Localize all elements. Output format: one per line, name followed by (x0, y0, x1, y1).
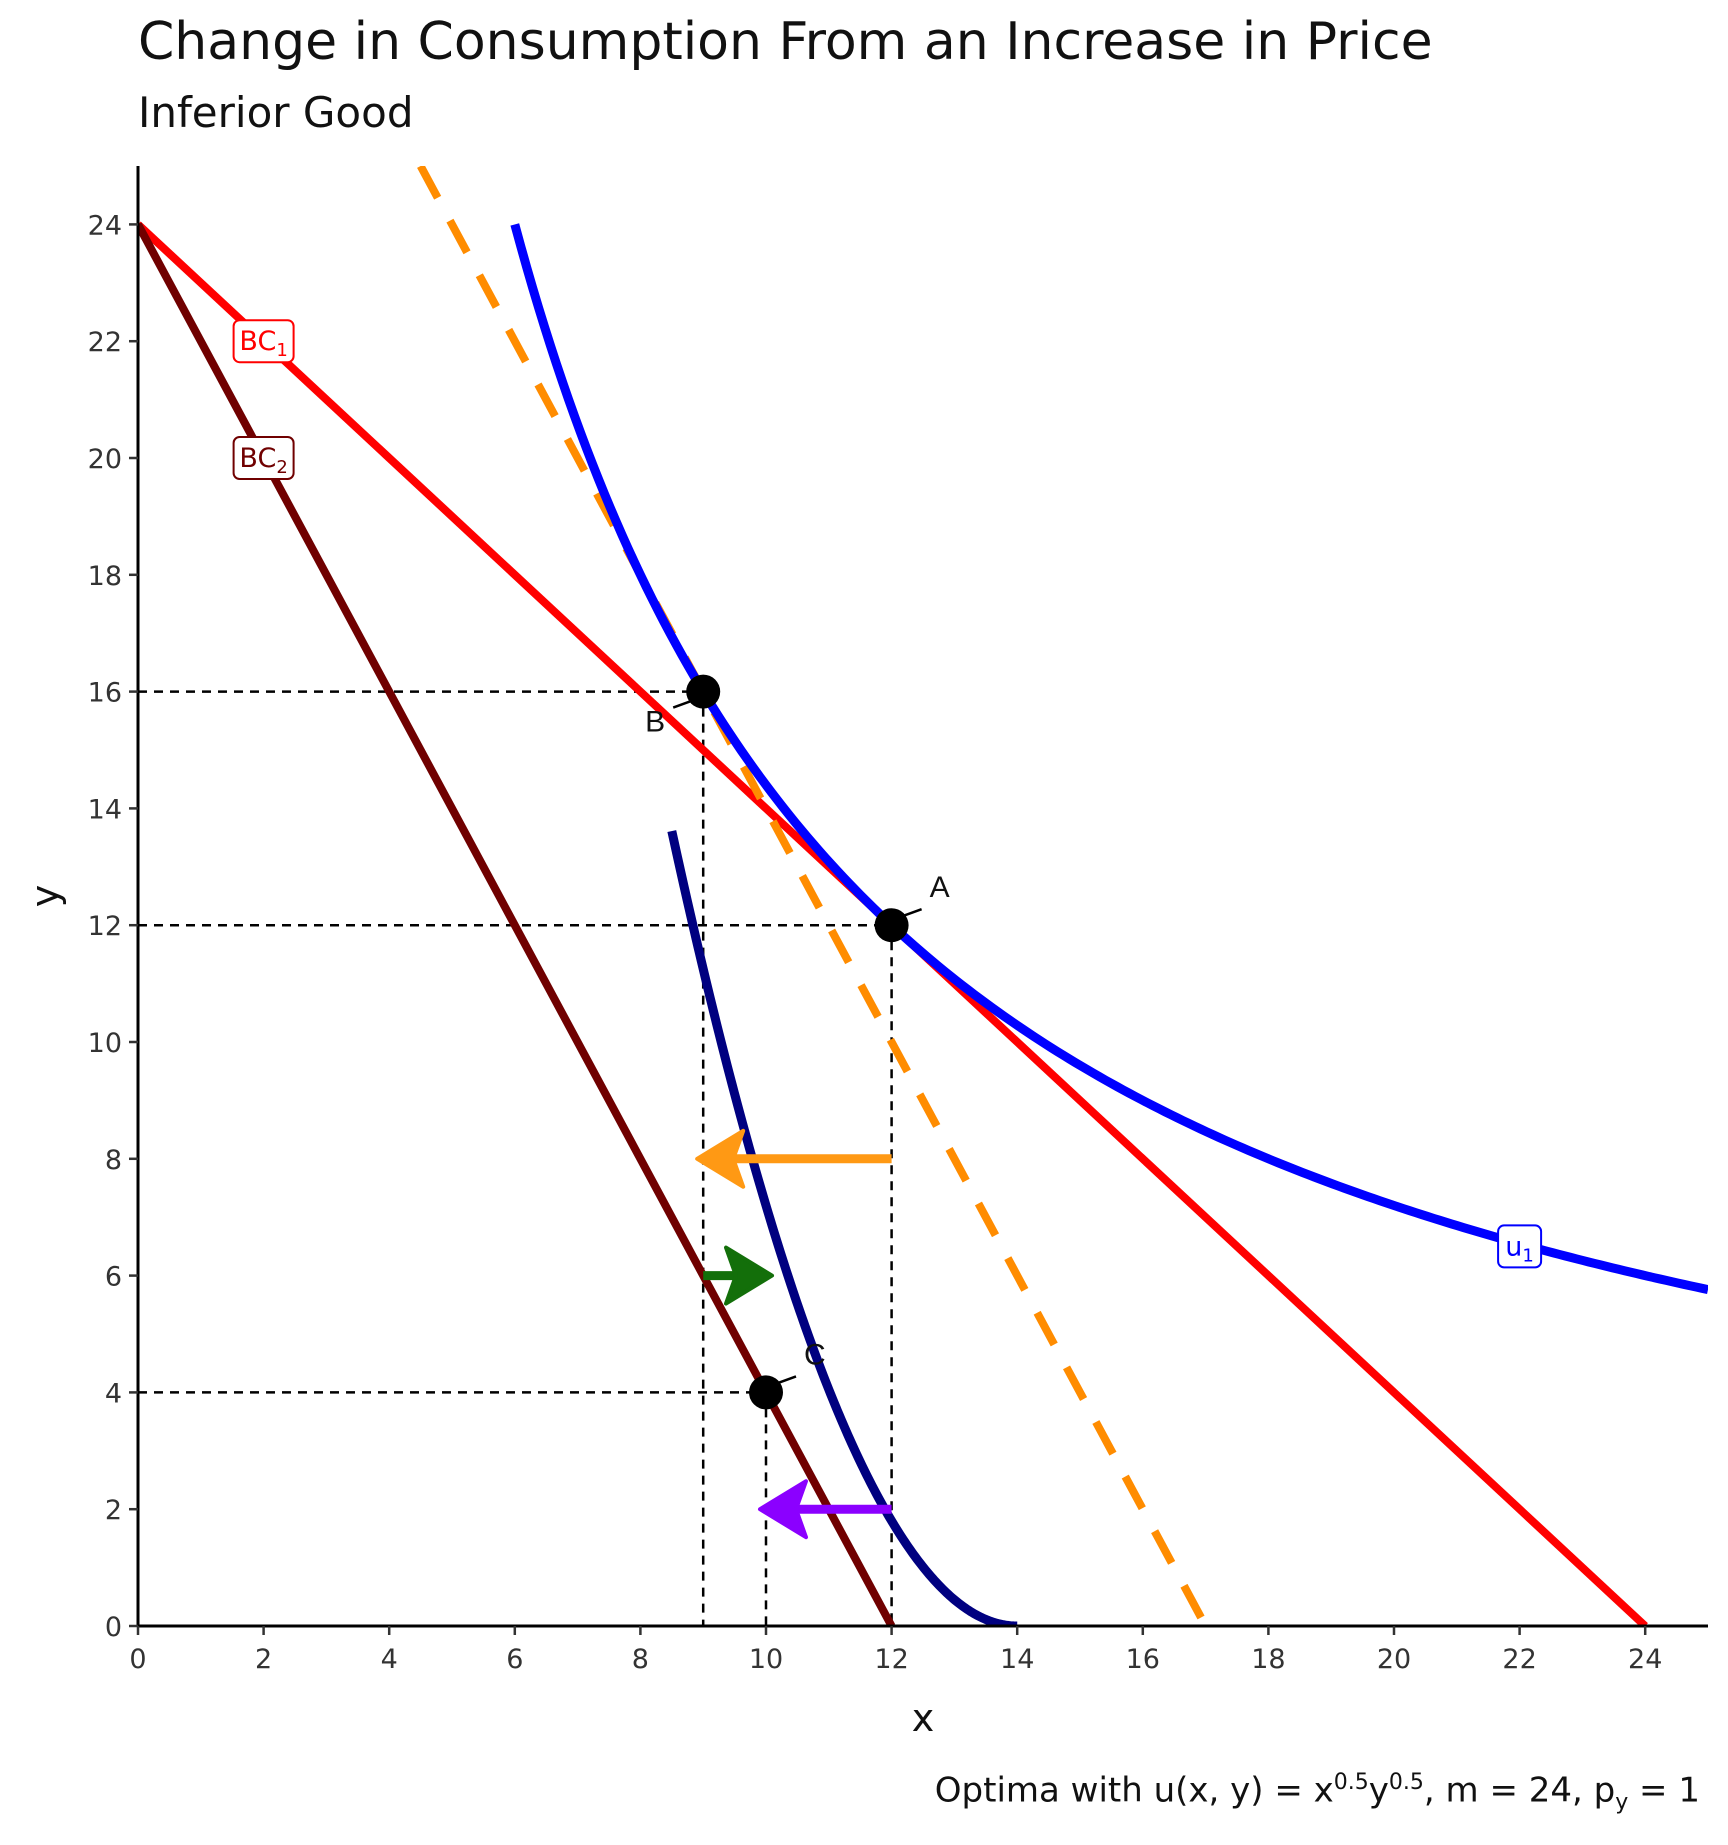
label-u1-box (1497, 1224, 1543, 1269)
x-tick-label: 6 (506, 1644, 523, 1675)
x-tick-label: 20 (1377, 1644, 1411, 1675)
y-tick-label: 24 (88, 210, 122, 241)
y-tick-label: 22 (88, 327, 122, 358)
point-label-C: C (804, 1338, 826, 1371)
x-tick-label: 24 (1628, 1644, 1662, 1675)
y-tick-label: 18 (88, 561, 122, 592)
y-tick-label: 8 (105, 1145, 122, 1176)
arrows-layer (695, 1128, 892, 1540)
label-u1-text: u1 (1505, 1231, 1534, 1266)
x-tick-label: 0 (129, 1644, 146, 1675)
x-tick-label: 4 (381, 1644, 398, 1675)
point-C (749, 1375, 783, 1410)
x-tick-label: 10 (749, 1644, 783, 1675)
point-label-B: B (645, 706, 665, 739)
label-bc1-text: BC1 (239, 326, 287, 361)
x-tick-label: 18 (1251, 1644, 1285, 1675)
y-tick-label: 6 (105, 1262, 122, 1293)
y-tick-label: 20 (88, 444, 122, 475)
y-tick-label: 0 (105, 1612, 122, 1643)
chart-caption: Optima with u(x, y) = x0.5y0.5, m = 24, … (934, 1770, 1700, 1816)
points-layer: A B C (645, 674, 950, 1410)
label-u1: u1 (1497, 1224, 1543, 1269)
y-tick-label: 2 (105, 1495, 122, 1526)
x-tick-label: 12 (874, 1644, 908, 1675)
labels-layer: BC1 BC2 u1 (232, 319, 1543, 1269)
label-bc1: BC1 (232, 319, 295, 364)
y-tick-label: 12 (88, 911, 122, 942)
x-tick-label: 2 (255, 1644, 272, 1675)
label-bc2-box (232, 436, 295, 480)
x-tick-label: 8 (632, 1644, 649, 1675)
label-bc1-box (232, 319, 295, 364)
total-effect-arrow-head (758, 1479, 808, 1540)
point-B (686, 674, 721, 709)
curve-u2 (667, 830, 1018, 1626)
income-effect-arrow-head (724, 1245, 774, 1306)
y-tick-label: 14 (88, 794, 122, 825)
line-compensated (417, 166, 1210, 1626)
y-tick-label: 4 (105, 1378, 122, 1409)
x-tick-label: 16 (1126, 1644, 1160, 1675)
curves-layer (138, 166, 1708, 1626)
x-tick-label: 14 (1000, 1644, 1034, 1675)
x-tick-label: 22 (1502, 1644, 1536, 1675)
chart-title: Change in Consumption From an Increase i… (138, 12, 1433, 72)
point-label-A: A (930, 871, 950, 904)
chart-subtitle: Inferior Good (138, 88, 414, 137)
y-axis-title: y (23, 885, 67, 908)
label-bc2-text: BC2 (239, 443, 287, 478)
x-axis-title: x (912, 1696, 935, 1740)
point-A (874, 908, 909, 943)
substitution-effect-arrow-head (695, 1128, 746, 1189)
label-bc2: BC2 (232, 436, 295, 480)
y-tick-label: 16 (88, 678, 122, 709)
y-tick-label: 10 (88, 1028, 122, 1059)
axes-layer: 0 2 4 6 8 10 12 14 16 18 20 22 240246810121416182022… (23, 166, 1708, 1740)
